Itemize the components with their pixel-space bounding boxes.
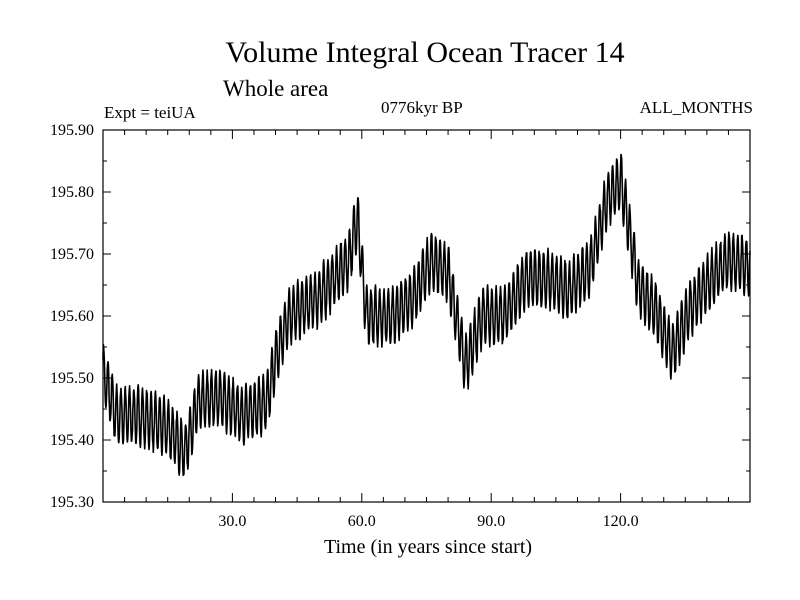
- x-tick-label: 90.0: [477, 513, 505, 530]
- y-tick-label: 195.70: [50, 246, 94, 263]
- chart-title: Volume Integral Ocean Tracer 14: [225, 36, 625, 69]
- y-tick-label: 195.50: [50, 370, 94, 387]
- plot-frame: [102, 129, 751, 503]
- y-tick-label: 195.40: [50, 432, 94, 449]
- months-label: ALL_MONTHS: [639, 98, 753, 117]
- y-tick-label: 195.30: [50, 494, 94, 511]
- period-label: 0776kyr BP: [381, 98, 463, 117]
- y-tick-label: 195.90: [50, 122, 94, 139]
- y-tick-label: 195.60: [50, 308, 94, 325]
- x-tick-label: 60.0: [348, 513, 376, 530]
- chart-subtitle: Whole area: [223, 76, 329, 101]
- x-axis-label: Time (in years since start): [323, 536, 533, 558]
- series-line: [102, 153, 751, 477]
- x-tick-label: 120.0: [603, 513, 639, 530]
- y-tick-label: 195.80: [50, 184, 94, 201]
- experiment-label: Expt = teiUA: [104, 103, 196, 122]
- x-tick-label: 30.0: [218, 513, 246, 530]
